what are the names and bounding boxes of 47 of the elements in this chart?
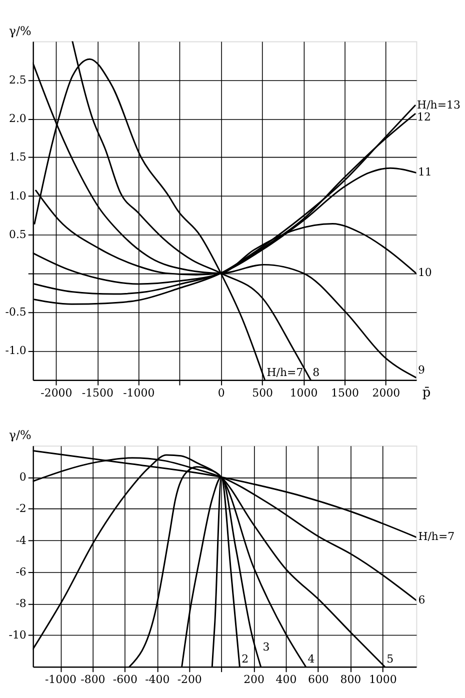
x-tick-label: 1500	[331, 386, 359, 400]
series-label: 6	[418, 593, 426, 606]
series-label: 5	[386, 652, 394, 666]
y-tick-label: -2	[16, 502, 26, 516]
series-label: 3	[262, 640, 270, 654]
y-tick-label: -6	[16, 565, 26, 578]
y-axis-title: γ/%	[8, 24, 32, 38]
x-tick-label: -800	[80, 673, 106, 686]
x-tick-label: 200	[244, 673, 264, 686]
y-axis-title: γ/%	[8, 428, 32, 442]
series-label: 2	[242, 652, 249, 666]
y-tick-label: 1.0	[8, 189, 26, 202]
x-tick-label: -1000	[44, 673, 77, 686]
series-label: H/h=13	[417, 98, 460, 112]
y-tick-label: -0.5	[5, 305, 26, 318]
x-tick-label: -600	[112, 673, 138, 686]
series-label: 12	[417, 110, 431, 124]
x-tick-label: -200	[177, 673, 202, 686]
y-tick-label: 1.5	[8, 150, 26, 164]
x-tick-label: 500	[252, 386, 274, 400]
x-tick-label: -1000	[123, 386, 155, 400]
y-tick-label: 2.0	[8, 112, 26, 126]
x-tick-label: -2000	[40, 386, 72, 400]
series-label: 9	[418, 364, 425, 377]
x-tick-label: 600	[308, 673, 329, 686]
x-axis-title: p̄	[422, 385, 431, 400]
series-label: 4	[308, 652, 315, 666]
x-tick-label: 1000	[368, 673, 397, 686]
x-tick-label: -400	[145, 673, 170, 686]
y-tick-label: -8	[16, 596, 26, 610]
x-tick-label: 400	[276, 673, 297, 686]
y-tick-label: -4	[16, 534, 26, 547]
series-label: 11	[418, 166, 432, 179]
y-tick-label: -1.0	[5, 344, 26, 357]
x-tick-label: 800	[340, 673, 362, 686]
x-tick-label: -1500	[82, 386, 114, 400]
y-tick-label: 0.5	[8, 228, 26, 242]
y-tick-label: -10	[8, 628, 26, 642]
series-label: H/h=7	[418, 530, 455, 544]
series-label: 10	[418, 266, 432, 280]
y-tick-label: 2.5	[8, 73, 26, 86]
y-tick-label: 0	[19, 470, 26, 484]
x-tick-label: 0	[218, 386, 225, 400]
series-label: 8	[312, 366, 320, 379]
series-label: H/h=7	[266, 366, 304, 379]
x-tick-label: 2000	[372, 386, 400, 400]
x-tick-label: 1000	[290, 386, 318, 400]
